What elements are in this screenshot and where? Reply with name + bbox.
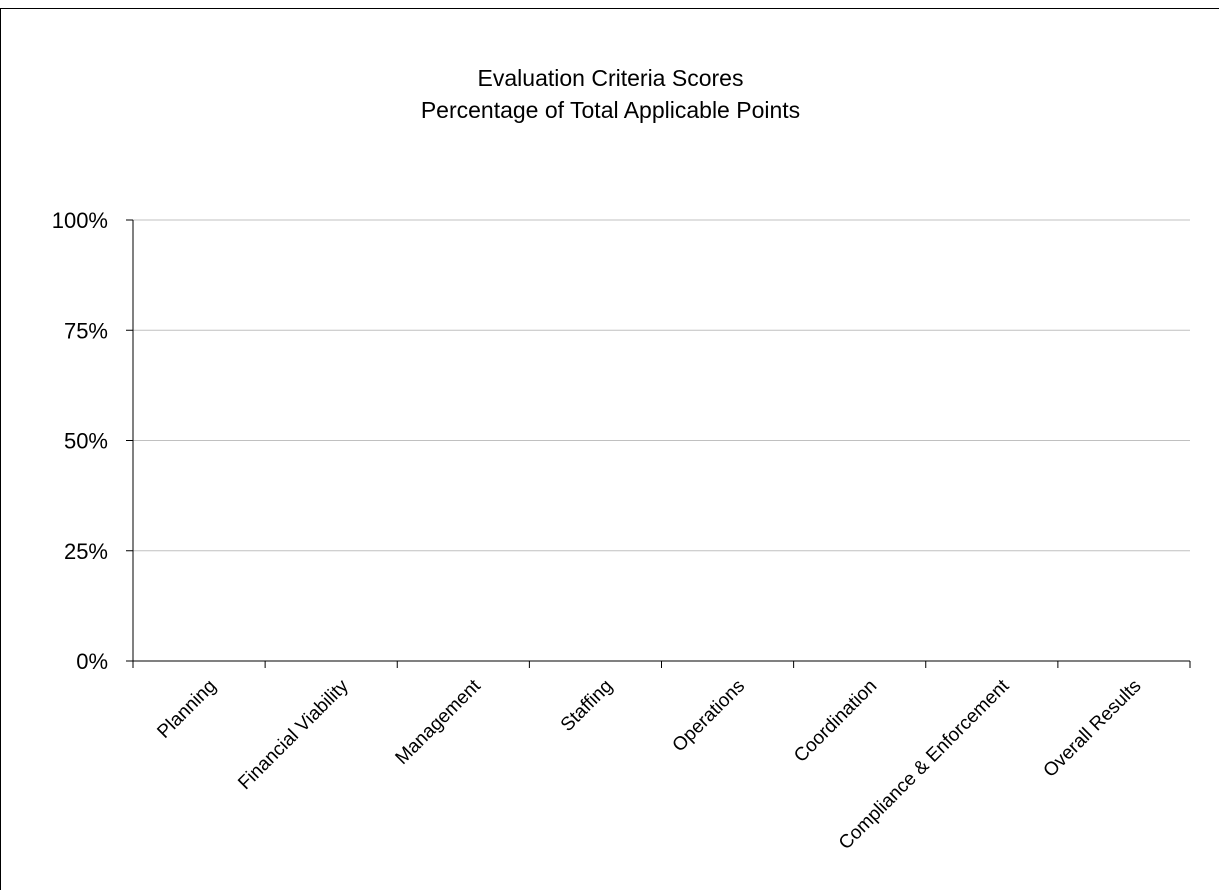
y-tick-label: 50% [64,429,108,454]
y-tick-label: 0% [76,649,108,674]
chart-frame [0,8,1219,890]
x-tick-label: Financial Viability [234,675,353,794]
y-tick-label: 25% [64,539,108,564]
y-tick-label: 75% [64,318,108,343]
x-tick-label: Staffing [557,676,617,736]
x-tick-label: Coordination [790,676,881,767]
x-tick-label: Planning [153,676,220,743]
chart-title: Evaluation Criteria Scores [477,65,744,91]
chart-title-block: Evaluation Criteria Scores Percentage of… [0,62,1221,126]
y-tick-label: 100% [52,208,108,233]
x-tick-label: Operations [669,676,750,757]
x-tick-label: Overall Results [1040,676,1146,782]
chart-subtitle: Percentage of Total Applicable Points [420,97,801,123]
x-tick-label: Management [392,675,486,769]
